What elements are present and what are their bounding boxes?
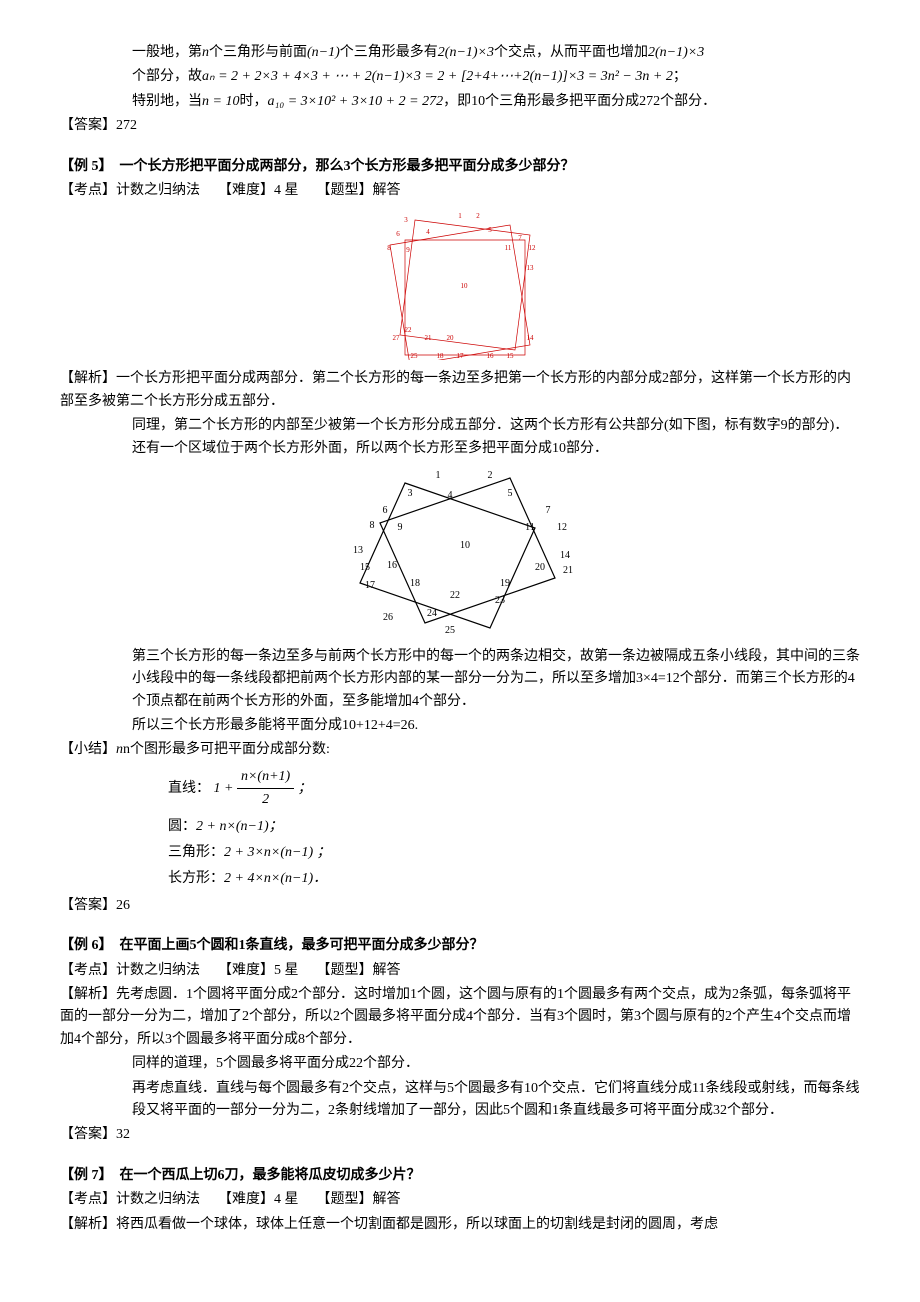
ex5-answer: 【答案】26: [60, 895, 860, 917]
intro-block: 一般地，第n个三角形与前面(n−1)个三角形最多有2(n−1)×3个交点，从而平…: [60, 42, 860, 138]
svg-text:15: 15: [507, 352, 515, 360]
ex6-answer: 【答案】32: [60, 1124, 860, 1146]
ex6-title: 【例 6】 在平面上画5个圆和1条直线，最多可把平面分成多少部分？: [60, 935, 860, 957]
formula-circle: 圆：2 + n×(n−1)；: [168, 816, 860, 838]
svg-text:16: 16: [487, 352, 495, 360]
svg-text:22: 22: [450, 590, 460, 601]
svg-text:6: 6: [396, 230, 400, 238]
svg-text:3: 3: [404, 216, 408, 224]
intro-line2: 个部分，故aₙ = 2 + 2×3 + 4×3 + ⋯ + 2(n−1)×3 =…: [132, 66, 860, 88]
formula-triangle: 三角形：2 + 3×n×(n−1) ；: [168, 842, 860, 864]
ex5-jx-p1: 【解析】一个长方形把平面分成两部分．第二个长方形的每一条边至多把第一个长方形的内…: [60, 368, 860, 413]
svg-text:5: 5: [508, 488, 513, 499]
svg-text:18: 18: [410, 578, 420, 589]
ex5-meta: 【考点】计数之归纳法 【难度】4 星 【题型】解答: [60, 180, 860, 202]
svg-text:12: 12: [529, 244, 537, 252]
svg-text:10: 10: [460, 540, 470, 551]
intro-line3: 特别地，当n = 10时，a₁₀ = 3×10² + 3×10 + 2 = 27…: [132, 91, 860, 113]
svg-text:25: 25: [411, 352, 419, 360]
svg-text:9: 9: [398, 522, 403, 533]
example-6: 【例 6】 在平面上画5个圆和1条直线，最多可把平面分成多少部分？ 【考点】计数…: [60, 935, 860, 1147]
ex5-jx-p3: 第三个长方形的每一条边至多与前两个长方形中的每一个的两条边相交，故第一条边被隔成…: [132, 646, 860, 713]
svg-text:26: 26: [383, 612, 393, 623]
figure-two-rectangles-numbered: 1234567891112101314151620211718192223262…: [330, 468, 590, 638]
svg-text:7: 7: [546, 505, 551, 516]
ex6-meta: 【考点】计数之归纳法 【难度】5 星 【题型】解答: [60, 960, 860, 982]
svg-text:11: 11: [525, 522, 535, 533]
svg-text:6: 6: [383, 505, 388, 516]
ex7-title: 【例 7】 在一个西瓜上切6刀，最多能将瓜皮切成多少片？: [60, 1165, 860, 1187]
svg-text:5: 5: [488, 226, 492, 234]
intro-answer: 【答案】272: [60, 115, 860, 137]
ex5-jx-p2: 同理，第二个长方形的内部至少被第一个长方形分成五部分．这两个长方形有公共部分(如…: [132, 415, 860, 460]
svg-text:1: 1: [436, 470, 441, 481]
formula-line: 直线： 1 + n×(n+1)2 ；: [168, 766, 860, 812]
ex5-summary-intro: 【小结】nn个图形最多可把平面分成部分数:: [60, 739, 860, 761]
example-7: 【例 7】 在一个西瓜上切6刀，最多能将瓜皮切成多少片？ 【考点】计数之归纳法 …: [60, 1165, 860, 1236]
svg-text:18: 18: [437, 352, 445, 360]
svg-text:27: 27: [393, 334, 401, 342]
svg-text:14: 14: [527, 334, 535, 342]
svg-text:4: 4: [448, 490, 453, 501]
svg-text:21: 21: [425, 334, 433, 342]
formula-rect: 长方形：2 + 4×n×(n−1)．: [168, 868, 860, 890]
svg-text:21: 21: [563, 565, 573, 576]
svg-text:2: 2: [476, 212, 480, 220]
svg-text:25: 25: [445, 625, 455, 636]
svg-text:23: 23: [495, 595, 505, 606]
svg-text:4: 4: [426, 228, 430, 236]
svg-text:24: 24: [427, 608, 437, 619]
svg-text:20: 20: [447, 334, 455, 342]
svg-text:13: 13: [353, 545, 363, 556]
svg-text:16: 16: [387, 560, 397, 571]
svg-text:8: 8: [370, 520, 375, 531]
svg-text:10: 10: [461, 282, 469, 290]
ex5-jx-text1: 一个长方形把平面分成两部分．第二个长方形的每一条边至多把第一个长方形的内部分成2…: [60, 371, 851, 408]
ex6-jx-p2: 同样的道理，5个圆最多将平面分成22个部分．: [132, 1053, 860, 1075]
ex5-jx-p4: 所以三个长方形最多能将平面分成10+12+4=26.: [132, 715, 860, 737]
ex7-jx-p1: 【解析】将西瓜看做一个球体，球体上任意一个切割面都是圆形，所以球面上的切割线是封…: [60, 1214, 860, 1236]
svg-text:8: 8: [387, 244, 391, 252]
svg-text:15: 15: [360, 562, 370, 573]
ex7-meta: 【考点】计数之归纳法 【难度】4 星 【题型】解答: [60, 1189, 860, 1211]
svg-text:20: 20: [535, 562, 545, 573]
svg-text:17: 17: [457, 352, 465, 360]
svg-text:19: 19: [500, 578, 510, 589]
svg-text:12: 12: [557, 522, 567, 533]
intro-line1: 一般地，第n个三角形与前面(n−1)个三角形最多有2(n−1)×3个交点，从而平…: [132, 42, 860, 64]
svg-text:11: 11: [505, 244, 512, 252]
ex5-title: 【例 5】 一个长方形把平面分成两部分，那么3个长方形最多把平面分成多少部分？: [60, 156, 860, 178]
svg-text:22: 22: [405, 326, 413, 334]
svg-text:7: 7: [518, 234, 522, 242]
svg-text:9: 9: [406, 246, 410, 254]
svg-text:13: 13: [527, 264, 535, 272]
svg-text:14: 14: [560, 550, 570, 561]
svg-text:24: 24: [429, 359, 437, 360]
figure-three-rectangles: 1234567891112102722212013142524261516171…: [360, 210, 560, 360]
ex6-jx-p3: 再考虑直线．直线与每个圆最多有2个交点，这样与5个圆最多有10个交点．它们将直线…: [132, 1078, 860, 1123]
ex6-jx-p1: 【解析】先考虑圆．1个圆将平面分成2个部分．这时增加1个圆，这个圆与原有的1个圆…: [60, 984, 860, 1051]
example-5: 【例 5】 一个长方形把平面分成两部分，那么3个长方形最多把平面分成多少部分？ …: [60, 156, 860, 918]
svg-text:3: 3: [408, 488, 413, 499]
svg-text:1: 1: [458, 212, 462, 220]
svg-text:2: 2: [488, 470, 493, 481]
svg-text:17: 17: [365, 580, 375, 591]
